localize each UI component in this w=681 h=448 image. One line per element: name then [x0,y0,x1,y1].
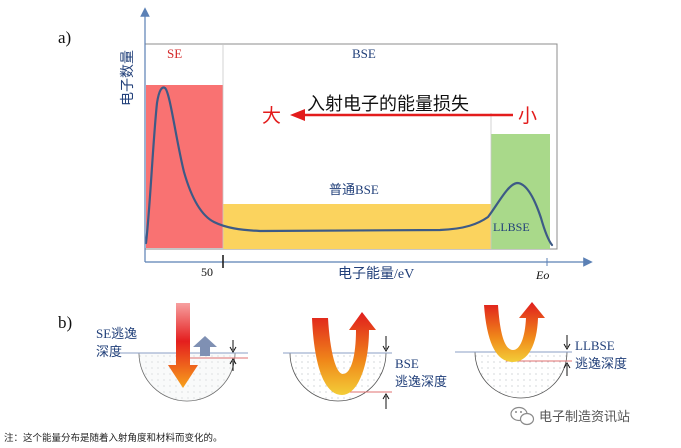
se-escape-arrow [193,336,217,356]
bse-depth-label-1: BSE [395,356,419,371]
panel-a-label: a) [58,28,71,47]
llbse-depth-label-2: 逃逸深度 [575,356,627,371]
llbse-depth-label-1: LLBSE [575,338,615,353]
se-region [146,85,223,248]
se-depth-label-2: 深度 [96,344,122,359]
bse-depth-marker-top [382,345,390,352]
bse-label: BSE [352,46,376,61]
common-bse-label: 普通BSE [329,182,379,197]
common-bse-region [223,204,491,249]
bse-trajectory-beam [312,312,376,395]
se-label: SE [167,46,182,61]
wechat-icon [510,406,535,426]
panel-b-label: b) [58,313,72,332]
x-tick-50-label: 50 [201,265,213,279]
llbse-region [491,134,550,249]
llbse-label: LLBSE [493,220,530,234]
watermark-text: 电子制造资讯站 [539,410,630,425]
energy-loss-arrow-head [290,109,305,121]
se-incident-beam [168,303,198,388]
footnote: 注：这个能量分布是随着入射角度和材料而变化的。 [4,432,223,444]
llbse-depth-marker-bottom [563,362,571,369]
llbse-depth-marker-top [563,343,571,350]
x-tick-e0-label: Eo [535,268,549,282]
llbse-trajectory-beam [484,302,545,362]
energy-loss-title: 入射电子的能量损失 [307,94,469,114]
y-axis-label: 电子数量 [120,50,136,106]
se-depth-marker-bottom [229,358,237,365]
x-axis-label: 电子能量/eV [338,266,414,282]
spectrum-curve [144,86,554,247]
bse-depth-marker-bottom [382,393,390,400]
se-depth-label-1: SE逃逸 [96,326,137,341]
energy-loss-small: 小 [518,105,537,127]
se-depth-marker-top [229,346,237,353]
bse-depth-label-2: 逃逸深度 [395,374,447,389]
energy-loss-large: 大 [262,105,281,127]
